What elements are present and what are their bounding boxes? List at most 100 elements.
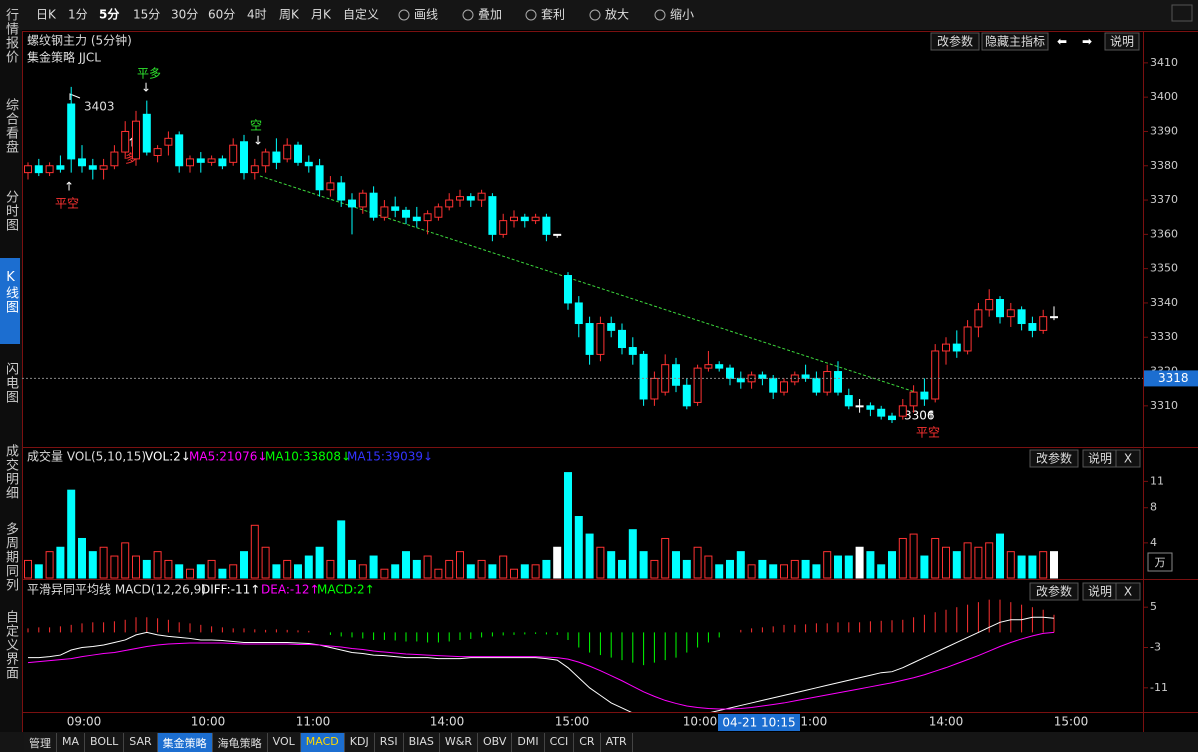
tool-button[interactable]: 放大 [605,7,629,22]
period-button[interactable]: 月K [311,8,332,22]
side-tab[interactable]: 自定义界面 [3,610,18,680]
candle-body [153,148,162,156]
indicator-tab[interactable]: BIAS [403,733,440,752]
candle-body [391,206,400,211]
candle-body [715,364,724,369]
period-button[interactable]: 日K [36,8,57,22]
candles [24,86,1058,423]
indicator-tab[interactable]: ATR [600,733,633,752]
candle-body [132,120,140,160]
indicator-tab[interactable]: MACD [300,733,345,752]
side-tab[interactable]: K线图 [0,258,20,344]
volume-bar [963,542,972,579]
candle-body [1028,323,1037,331]
arrow-button[interactable]: ➡ [1082,35,1092,49]
side-tab[interactable]: 成交明细 [3,444,18,500]
period-button[interactable]: 15分 [133,8,160,22]
volume-bar [834,555,842,579]
panel-button[interactable] [981,32,1049,51]
y-tick-label: 3360 [1150,227,1178,240]
panel-button-label: 改参数 [937,34,973,49]
tool-button[interactable]: 套利 [541,8,565,22]
candle-body [607,323,616,331]
volume-bar [1050,551,1058,579]
candle-body [942,343,950,352]
indicator-tab[interactable]: 海龟策略 [212,733,268,752]
candle-body [175,134,184,167]
volume-bar [985,542,994,579]
side-tab[interactable]: 分时图 [3,190,18,232]
volume-bar [67,489,76,579]
indicator-tab[interactable]: 管理 [24,733,57,752]
indicator-tab[interactable]: OBV [478,733,513,752]
candle-body [996,299,1004,318]
period-button[interactable]: 30分 [171,8,198,22]
volume-bar [1017,555,1026,579]
chart-subtitle: 集金策略 JJCL [27,50,101,65]
window-button[interactable] [1171,4,1193,22]
volume-bar [315,546,324,579]
volume-bar [402,551,410,579]
side-tab[interactable]: 综合看盘 [3,98,18,154]
indicator-tab[interactable]: BOLL [85,733,125,752]
period-button[interactable]: 自定义 [343,7,379,22]
macd-line [28,616,1055,712]
volume-bar [304,555,313,579]
side-tab[interactable]: 行情报价 [3,8,18,64]
indicator-tab[interactable]: VOL [267,733,301,752]
candle-body [1050,316,1058,319]
indicator-tab[interactable]: DMI [512,733,545,752]
y-tick-label: 5 [1150,600,1157,613]
volume-bar [844,555,853,579]
volume-bar [639,551,648,579]
signal-arrow: ↓ [141,81,151,95]
x-tick-label: 11:00 [296,715,331,729]
candle-body [823,371,832,393]
period-button[interactable]: 周K [279,8,300,22]
indicator-tab[interactable]: SAR [124,733,158,752]
period-button[interactable]: 5分 [99,7,119,22]
panel-button[interactable] [1104,32,1140,51]
panel-button[interactable] [1115,449,1141,468]
volume-bar [218,568,227,579]
arrow-button[interactable]: ⬅ [1057,35,1067,49]
indicator-tab[interactable]: KDJ [344,733,375,752]
volume-bar [1028,555,1037,579]
tool-button[interactable]: 缩小 [670,7,694,22]
volume-bar [942,546,950,579]
x-tick-label: 14:00 [929,715,964,729]
volume-bar [920,555,929,579]
volume-bar [812,564,821,579]
indicator-tab[interactable]: CCI [544,733,575,752]
panel-button-label: 说明 [1110,34,1134,49]
candle-body [834,371,842,393]
period-button[interactable]: 60分 [208,8,235,22]
indicator-tab[interactable]: RSI [374,733,404,752]
side-tab[interactable]: 闪电图 [3,362,18,404]
tool-button[interactable]: 画线 [414,8,438,22]
indicator-tab[interactable]: CR [574,733,601,752]
indicator-tab[interactable]: 集金策略 [157,733,213,752]
legend-entry: VOL:2↓ [145,450,191,464]
candle-body [801,374,810,379]
period-button[interactable]: 1分 [68,8,88,22]
volume-bar [736,551,745,579]
volume-bar [34,564,43,579]
panel-button[interactable] [1029,582,1079,601]
candle-body [650,377,659,400]
panel-button[interactable] [930,32,980,51]
candle-body [121,130,130,153]
indicator-tab[interactable]: W&R [439,733,478,752]
panel-button[interactable] [1029,449,1079,468]
low-label: 3306 [904,409,935,423]
tool-button[interactable]: 叠加 [478,8,502,22]
volume-bar [618,559,626,579]
volume-bar [412,559,421,579]
candle-body [888,415,896,421]
volume-bar [888,551,896,579]
panel-button[interactable] [1115,582,1141,601]
side-tab[interactable]: 多周期同列 [3,522,18,592]
period-button[interactable]: 4时 [247,8,267,22]
indicator-tab[interactable]: MA [57,733,86,752]
